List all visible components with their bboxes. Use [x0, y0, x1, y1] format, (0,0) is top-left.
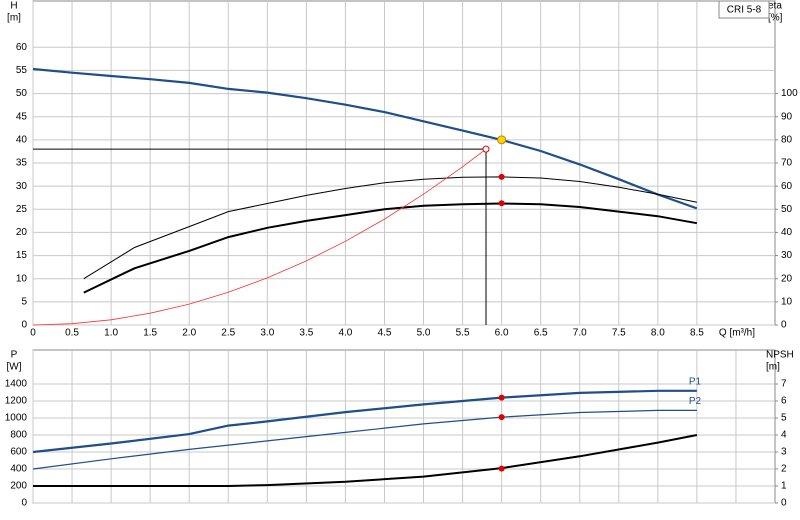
- y-tick-label: 1200: [5, 396, 28, 407]
- y-axis-label: P: [11, 350, 18, 361]
- y2-tick-label: 7: [781, 379, 787, 390]
- y-tick-label: 20: [16, 227, 28, 238]
- y2-tick-label: 50: [781, 204, 793, 215]
- x-tick-label: 5.0: [417, 328, 431, 339]
- x-axis-label: Q [m³/h]: [719, 328, 755, 339]
- series-label: P2: [689, 396, 702, 407]
- x-tick-label: 4.0: [338, 328, 352, 339]
- x-tick-label: 0: [30, 328, 36, 339]
- y2-tick-label: 70: [781, 158, 793, 169]
- series-line: [83, 176, 698, 280]
- y-tick-label: 0: [21, 498, 27, 509]
- x-tick-label: 2.5: [221, 328, 235, 339]
- y2-axis-unit: [%]: [768, 13, 783, 24]
- x-tick-label: 3.0: [260, 328, 274, 339]
- operating-point: [497, 135, 507, 145]
- x-tick-label: 6.0: [495, 328, 509, 339]
- y-tick-label: 60: [16, 42, 28, 53]
- series-line: [32, 409, 697, 470]
- y-tick-label: 0: [21, 320, 27, 331]
- y2-tick-label: 20: [781, 273, 793, 284]
- y2-tick-label: 5: [781, 413, 787, 424]
- x-tick-label: 1.5: [143, 328, 157, 339]
- x-tick-label: 0.5: [65, 328, 79, 339]
- badge: CRI 5-8: [727, 5, 762, 16]
- y-tick-label: 400: [10, 464, 27, 475]
- y-tick-label: 35: [16, 158, 28, 169]
- y-tick-label: 25: [16, 204, 28, 215]
- y-axis-unit: [W]: [7, 362, 22, 373]
- y2-axis-label: eta: [768, 1, 782, 12]
- series-line: [33, 434, 698, 487]
- y-tick-label: 1000: [5, 413, 28, 424]
- series-line: [32, 67, 698, 210]
- operating-point: [498, 465, 505, 472]
- y2-tick-label: 0: [781, 498, 787, 509]
- y2-tick-label: 80: [781, 134, 793, 145]
- y-tick-label: 10: [16, 273, 28, 284]
- series-label: P1: [689, 376, 702, 387]
- y-axis-unit: [m]: [7, 13, 21, 24]
- y2-tick-label: 60: [781, 181, 793, 192]
- y2-tick-label: 6: [781, 396, 787, 407]
- y-tick-label: 55: [16, 65, 28, 76]
- series-line: [32, 389, 697, 454]
- y-tick-label: 45: [16, 111, 28, 122]
- y2-tick-label: 100: [781, 88, 798, 99]
- x-tick-label: 5.5: [456, 328, 470, 339]
- badge-box: [718, 0, 770, 19]
- y2-tick-label: 40: [781, 227, 793, 238]
- operating-point: [498, 200, 505, 207]
- y2-tick-label: 90: [781, 111, 793, 122]
- y2-tick-label: 0: [781, 320, 787, 331]
- x-tick-label: 1.0: [104, 328, 118, 339]
- y-axis-label: H: [10, 1, 17, 12]
- operating-point: [498, 414, 505, 421]
- operating-point: [498, 173, 505, 180]
- y-tick-label: 30: [16, 181, 28, 192]
- x-tick-label: 7.0: [573, 328, 587, 339]
- y2-axis-unit: [m]: [766, 362, 780, 373]
- y-tick-label: 1400: [5, 379, 28, 390]
- y2-tick-label: 2: [781, 464, 787, 475]
- y2-tick-label: 10: [781, 296, 793, 307]
- y2-tick-label: 4: [781, 430, 787, 441]
- y-tick-label: 200: [10, 481, 27, 492]
- x-tick-label: 8.0: [651, 328, 665, 339]
- x-tick-label: 4.5: [378, 328, 392, 339]
- y-tick-label: 40: [16, 134, 28, 145]
- y-tick-label: 600: [10, 447, 27, 458]
- y-tick-label: 800: [10, 430, 27, 441]
- series-line: [32, 148, 487, 326]
- y-tick-label: 15: [16, 250, 28, 261]
- x-tick-label: 8.5: [690, 328, 704, 339]
- x-tick-label: 3.5: [299, 328, 313, 339]
- operating-point: [498, 394, 505, 401]
- y2-tick-label: 1: [781, 481, 787, 492]
- y2-tick-label: 3: [781, 447, 787, 458]
- x-tick-label: 6.5: [534, 328, 548, 339]
- y-tick-label: 50: [16, 88, 28, 99]
- series-line: [83, 202, 698, 294]
- y2-axis-label: NPSH: [766, 350, 794, 361]
- x-tick-label: 2.0: [182, 328, 196, 339]
- duty-point: [482, 145, 490, 153]
- y2-tick-label: 30: [781, 250, 793, 261]
- x-tick-label: 7.5: [612, 328, 626, 339]
- y-tick-label: 5: [21, 296, 27, 307]
